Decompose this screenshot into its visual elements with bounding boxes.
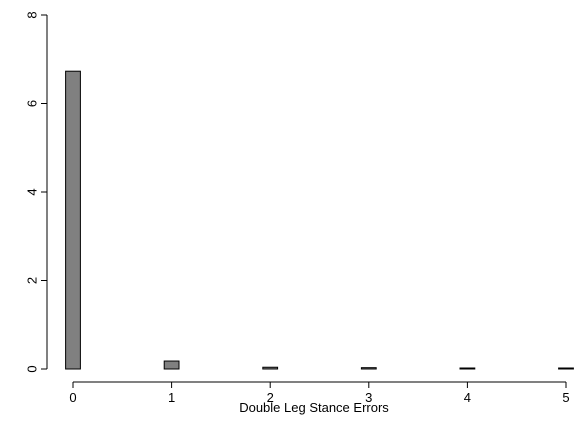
x-tick-label: 5 bbox=[562, 390, 569, 405]
bar-2 bbox=[262, 366, 279, 370]
bar-4 bbox=[459, 367, 476, 370]
y-axis: 0 2 4 6 8 bbox=[25, 11, 48, 373]
y-tick-label: 0 bbox=[25, 365, 40, 372]
x-tick-label: 2 bbox=[267, 390, 274, 405]
bar-0 bbox=[65, 70, 81, 370]
bar-3 bbox=[360, 367, 377, 370]
x-axis: 0 1 2 3 4 5 bbox=[69, 381, 570, 405]
bar-5 bbox=[558, 367, 574, 370]
bars bbox=[65, 70, 574, 370]
bar-1 bbox=[163, 360, 180, 370]
x-tick-label: 3 bbox=[365, 390, 372, 405]
x-axis-label: Double Leg Stance Errors bbox=[239, 400, 389, 415]
y-tick-label: 2 bbox=[25, 277, 40, 284]
y-tick-label: 4 bbox=[25, 188, 40, 195]
x-tick-label: 1 bbox=[168, 390, 175, 405]
x-tick-label: 4 bbox=[464, 390, 471, 405]
y-tick-label: 8 bbox=[25, 11, 40, 18]
x-tick-label: 0 bbox=[69, 390, 76, 405]
y-tick-label: 6 bbox=[25, 100, 40, 107]
